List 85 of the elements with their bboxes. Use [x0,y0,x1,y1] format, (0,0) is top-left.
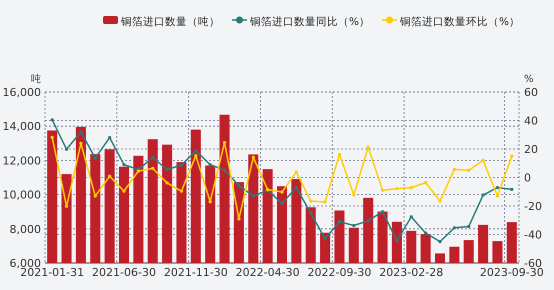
y-tick-label: 10,000 [2,188,41,202]
point [309,212,312,215]
point [180,190,184,193]
y-axis-title: 吨 [31,73,41,85]
point [452,168,456,171]
point [180,164,184,167]
y2-tick-label: 0 [524,172,531,184]
point [338,152,342,156]
point [122,163,126,166]
point [395,239,399,242]
y-tick-label: 8,000 [10,222,41,236]
point [50,118,54,122]
point [165,168,169,172]
point [438,199,442,203]
point [151,156,154,160]
point [380,188,384,192]
point [323,200,327,204]
point [380,210,384,214]
legend-label: 铜箔进口数量环比（%） [398,15,520,28]
point [208,163,212,166]
point [352,224,356,228]
point [395,187,399,190]
point [79,142,83,145]
point [108,136,112,140]
point [366,219,370,222]
point [194,154,198,158]
point [94,194,97,198]
y2-tick-label: 60 [524,86,538,99]
point [165,181,169,185]
point [496,194,500,198]
point [467,224,470,228]
point [294,186,298,190]
point [410,186,413,190]
point [108,174,112,178]
y-tick-label: 14,000 [2,120,41,134]
y2-tick-label: 40 [524,114,538,128]
point [410,215,413,218]
point [280,190,284,194]
legend-label: 铜箔进口数量（吨） [120,15,220,28]
point [452,226,456,230]
point [323,237,327,240]
point [467,168,470,172]
point [79,130,83,134]
point [222,140,226,144]
point [122,190,126,193]
y2-tick-label: -40 [524,228,542,242]
point [151,166,154,170]
point [194,149,198,152]
y2-axis-title: % [524,74,534,85]
point [510,154,514,158]
point [64,148,68,151]
point [309,199,312,203]
point [424,231,428,235]
point [424,181,428,184]
point [481,193,485,197]
y-tick-label: 12,000 [2,154,41,168]
y2-tick-label: 20 [524,143,538,156]
x-tick-label: 2021-06-30 [92,266,156,279]
x-tick-label: 2023-02-28 [379,266,444,279]
point [50,136,54,139]
x-tick-label: 2023-09-30 [480,266,544,279]
y-tick-label: 16,000 [2,86,41,99]
legend-label: 铜箔进口数量同比（%） [249,15,370,28]
point [338,220,342,224]
point [208,200,212,204]
x-tick-label: 2022-04-30 [236,266,300,279]
point [237,184,241,188]
point [352,193,356,196]
point [64,204,68,208]
point [496,186,500,190]
x-tick-label: 2021-11-30 [164,266,228,279]
point [438,240,442,244]
point [280,202,284,205]
line-series [50,118,514,244]
point [252,156,255,160]
point [481,158,485,162]
point [252,194,255,198]
y2-tick-label: -20 [524,200,542,213]
point [366,146,370,149]
point [237,217,241,220]
point [94,156,97,160]
point [510,188,514,191]
point [222,168,226,172]
x-tick-label: 2022-09-30 [307,266,372,279]
point [294,170,298,174]
